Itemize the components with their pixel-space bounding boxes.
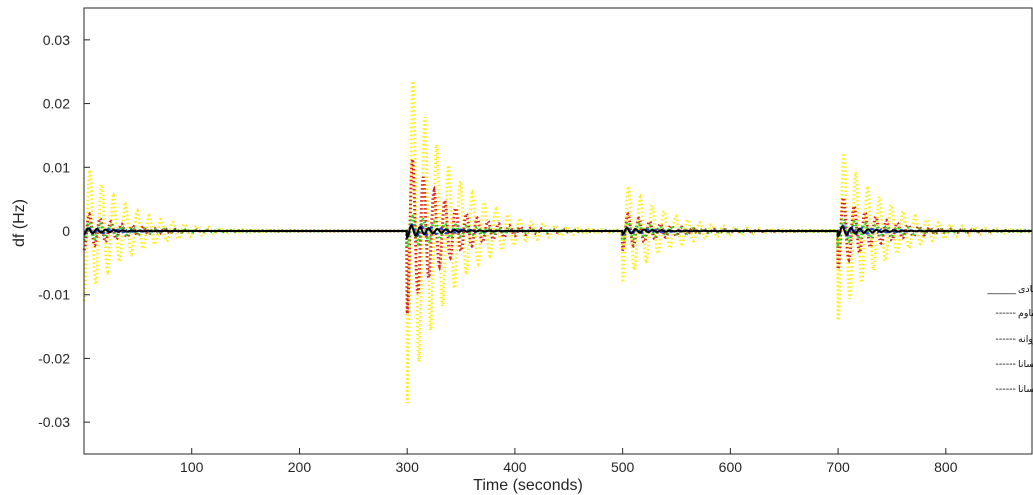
y-tick-label: -0.01	[38, 287, 70, 303]
y-tick-label: 0.02	[43, 96, 70, 112]
x-tick-label: 700	[826, 459, 850, 475]
series-line-5	[82, 80, 1033, 404]
y-tick-label: 0	[62, 223, 70, 239]
legend-marker-2: ------	[995, 308, 1016, 319]
series-line-4	[82, 158, 1032, 314]
x-tick-label: 600	[719, 459, 743, 475]
y-tick-label: -0.02	[38, 350, 70, 366]
x-tick-label: 400	[503, 459, 527, 475]
legend-entry-1: کنترل هماهنگ سیستم کنترل فرکانس-بار و ذخ…	[1018, 283, 1033, 295]
series-layer	[82, 80, 1033, 404]
legend-entry-3: کنترل هماهنگ سیستم کنترل فرکانس-بار و ذخ…	[1018, 333, 1033, 345]
x-tick-label: 200	[288, 459, 312, 475]
y-tick-label: 0.01	[43, 159, 70, 175]
x-tick-label: 500	[611, 459, 635, 475]
y-tick-label: -0.03	[38, 414, 70, 430]
y-axis-title: df (Hz)	[11, 199, 28, 247]
x-tick-label: 100	[180, 459, 204, 475]
x-axis: 100 200 300 400 500 600 700 800	[180, 448, 958, 475]
legend-entry-5: کنترل فرکانس-بار با استفاده از کنترل کنن…	[1018, 383, 1033, 395]
y-tick-label: 0.03	[43, 32, 70, 48]
legend-entry-4: کنترل فرکانس-بار با استفاده از کنترل کنن…	[1018, 358, 1033, 370]
legend-marker-4: ------	[995, 359, 1016, 370]
x-tick-label: 300	[396, 459, 420, 475]
y-axis: -0.03 -0.02 -0.01 0 0.01 0.02 0.03	[38, 32, 90, 430]
legend-entry-2: کنترل هماهنگ سیستم کنترل فرکانس-بار و ذخ…	[1018, 307, 1033, 319]
x-tick-label: 800	[934, 459, 958, 475]
legend-marker-1: ______	[987, 284, 1017, 295]
legend-marker-5: ------	[995, 384, 1016, 395]
legend: کنترل هماهنگ سیستم کنترل فرکانس-بار و ذخ…	[987, 283, 1033, 395]
x-axis-title: Time (seconds)	[473, 477, 583, 494]
legend-marker-3: ------	[995, 334, 1016, 345]
series-line-1	[83, 224, 1032, 240]
